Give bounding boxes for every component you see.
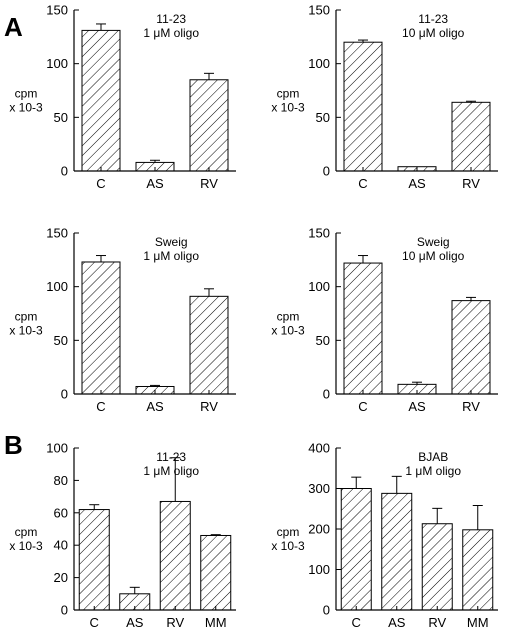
panel-label-b: B <box>4 430 23 460</box>
bar-c <box>343 262 383 395</box>
y-tick-label: 150 <box>308 3 330 18</box>
y-axis-label: x 10-3 <box>271 101 305 115</box>
y-tick-label: 150 <box>46 226 68 241</box>
y-tick-label: 40 <box>54 538 68 553</box>
y-tick-label: 100 <box>46 56 68 71</box>
y-axis-label: cpm <box>277 87 300 101</box>
y-tick-label: 300 <box>308 481 330 496</box>
bar-rv <box>421 523 453 611</box>
y-tick-label: 150 <box>46 3 68 18</box>
y-axis-label: cpm <box>15 525 38 539</box>
y-tick-label: 0 <box>323 164 330 179</box>
chart-title: 10 μM oligo <box>402 26 465 40</box>
bar-rv <box>189 295 229 395</box>
y-tick-label: 100 <box>308 562 330 577</box>
x-tick-label-rv: RV <box>200 399 218 414</box>
x-tick-label-as: AS <box>408 176 426 191</box>
y-tick-label: 80 <box>54 473 68 488</box>
y-tick-label: 50 <box>54 333 68 348</box>
chart-title: 1 μM oligo <box>143 249 199 263</box>
y-tick-label: 50 <box>54 110 68 125</box>
x-tick-label-c: C <box>358 399 367 414</box>
y-tick-label: 100 <box>308 279 330 294</box>
y-tick-label: 400 <box>308 441 330 456</box>
y-axis-label: x 10-3 <box>9 324 43 338</box>
panel-label-a: A <box>4 12 23 42</box>
x-tick-label-rv: RV <box>428 615 446 630</box>
y-tick-label: 0 <box>323 387 330 402</box>
y-tick-label: 200 <box>308 522 330 537</box>
chart-title: 10 μM oligo <box>402 249 465 263</box>
x-tick-label-c: C <box>90 615 99 630</box>
bar-as <box>381 492 413 611</box>
bar-c <box>81 29 121 172</box>
y-tick-label: 100 <box>46 441 68 456</box>
bar-c <box>78 509 110 611</box>
y-tick-label: 0 <box>61 603 68 618</box>
x-tick-label-as: AS <box>388 615 406 630</box>
y-axis-label: cpm <box>277 525 300 539</box>
chart-title: 1 μM oligo <box>143 464 199 478</box>
bar-rv <box>451 101 491 172</box>
x-tick-label-c: C <box>352 615 361 630</box>
y-axis-label: x 10-3 <box>271 324 305 338</box>
bar-c <box>340 488 372 611</box>
x-tick-label-as: AS <box>126 615 144 630</box>
x-tick-label-rv: RV <box>166 615 184 630</box>
x-tick-label-as: AS <box>408 399 426 414</box>
y-tick-label: 20 <box>54 570 68 585</box>
bar-mm <box>462 529 494 611</box>
chart-title: 11-23 <box>156 450 186 464</box>
chart-title: BJAB <box>418 450 448 464</box>
x-tick-label-c: C <box>96 399 105 414</box>
y-tick-label: 0 <box>323 603 330 618</box>
y-tick-label: 60 <box>54 505 68 520</box>
y-axis-label: cpm <box>15 310 38 324</box>
y-tick-label: 0 <box>61 387 68 402</box>
x-tick-label-mm: MM <box>467 615 489 630</box>
chart-title: Sweig <box>155 235 188 249</box>
y-axis-label: x 10-3 <box>9 101 43 115</box>
y-axis-label: cpm <box>277 310 300 324</box>
x-tick-label-rv: RV <box>462 399 480 414</box>
bar-rv <box>451 300 491 395</box>
y-tick-label: 50 <box>316 333 330 348</box>
y-axis-label: x 10-3 <box>9 539 43 553</box>
x-tick-label-c: C <box>358 176 367 191</box>
y-tick-label: 100 <box>46 279 68 294</box>
x-tick-label-rv: RV <box>462 176 480 191</box>
y-axis-label: cpm <box>15 87 38 101</box>
chart-title: 11-23 <box>156 12 186 26</box>
y-tick-label: 0 <box>61 164 68 179</box>
x-tick-label-as: AS <box>146 399 164 414</box>
x-tick-label-as: AS <box>146 176 164 191</box>
bar-rv <box>159 500 191 611</box>
chart-title: 1 μM oligo <box>405 464 461 478</box>
chart-title: Sweig <box>417 235 450 249</box>
bar-rv <box>189 79 229 172</box>
y-tick-label: 100 <box>308 56 330 71</box>
x-tick-label-rv: RV <box>200 176 218 191</box>
chart-title: 11-23 <box>418 12 448 26</box>
y-tick-label: 50 <box>316 110 330 125</box>
chart-title: 1 μM oligo <box>143 26 199 40</box>
bar-c <box>81 261 121 395</box>
x-tick-label-mm: MM <box>205 615 227 630</box>
y-axis-label: x 10-3 <box>271 539 305 553</box>
bar-c <box>343 41 383 172</box>
bar-mm <box>200 534 232 611</box>
x-tick-label-c: C <box>96 176 105 191</box>
y-tick-label: 150 <box>308 226 330 241</box>
